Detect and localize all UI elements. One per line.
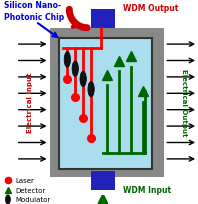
Bar (91, 171, 115, 190)
Ellipse shape (72, 62, 78, 77)
Text: Laser: Laser (16, 177, 35, 184)
Text: WDM Input: WDM Input (123, 185, 171, 194)
Text: Photonic Chip: Photonic Chip (4, 13, 64, 22)
Text: Modulator: Modulator (16, 196, 51, 203)
Ellipse shape (80, 72, 86, 87)
Bar (50, 29, 164, 177)
Text: WDM Output: WDM Output (123, 4, 178, 13)
Text: Electrical Input: Electrical Input (27, 72, 33, 132)
Bar (91, 10, 115, 29)
Ellipse shape (64, 52, 70, 68)
Bar (59, 39, 152, 169)
Text: Electrical Output: Electrical Output (181, 68, 187, 136)
Text: Silicon Nano-: Silicon Nano- (4, 1, 61, 10)
Ellipse shape (88, 82, 94, 97)
Text: Detector: Detector (16, 187, 46, 193)
Ellipse shape (6, 195, 10, 204)
